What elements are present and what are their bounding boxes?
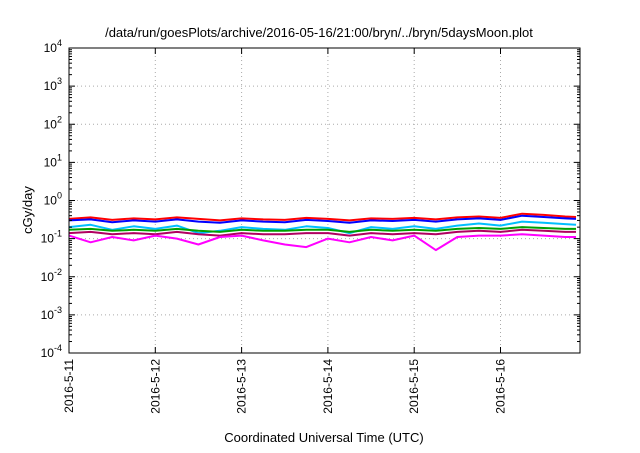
series-line (68, 214, 577, 224)
x-axis-label: Coordinated Universal Time (UTC) (224, 430, 423, 445)
y-tick-label: 10-4 (41, 343, 62, 360)
series-line (68, 233, 576, 252)
y-tick-label: 101 (44, 152, 62, 169)
y-tick-label: 100 (44, 191, 62, 208)
chart-title: /data/run/goesPlots/archive/2016-05-16/2… (105, 25, 533, 40)
x-tick-label: 2016-5-12 (148, 359, 162, 414)
series-line (68, 220, 577, 235)
y-tick-label: 102 (44, 114, 62, 131)
x-tick-label: 2016-5-14 (321, 359, 335, 414)
series-group (68, 212, 577, 252)
x-tick-label: 2016-5-16 (494, 359, 508, 414)
y-tick-label: 103 (44, 76, 62, 93)
x-tick-group: 2016-5-11 2016-5-12 2016-5-13 2016-5-14 2016… (62, 48, 508, 414)
y-tick-label: 10-2 (41, 267, 62, 284)
x-tick-label: 2016-5-15 (407, 359, 421, 414)
y-tick-label: 10-1 (41, 229, 62, 246)
y-axis-label: cGy/day (20, 186, 35, 234)
x-tick-label: 2016-5-11 (62, 359, 76, 413)
y-tick-label: 104 (44, 38, 62, 55)
series-line (68, 212, 577, 222)
y-tick-group: 10-4 10-3 10-2 10-1 100 101 102 103 104 (41, 38, 580, 360)
x-tick-label: 2016-5-13 (235, 359, 249, 414)
y-tick-label: 10-3 (41, 305, 62, 322)
series-line (68, 228, 576, 237)
grid (69, 48, 580, 353)
series-line (68, 226, 576, 233)
